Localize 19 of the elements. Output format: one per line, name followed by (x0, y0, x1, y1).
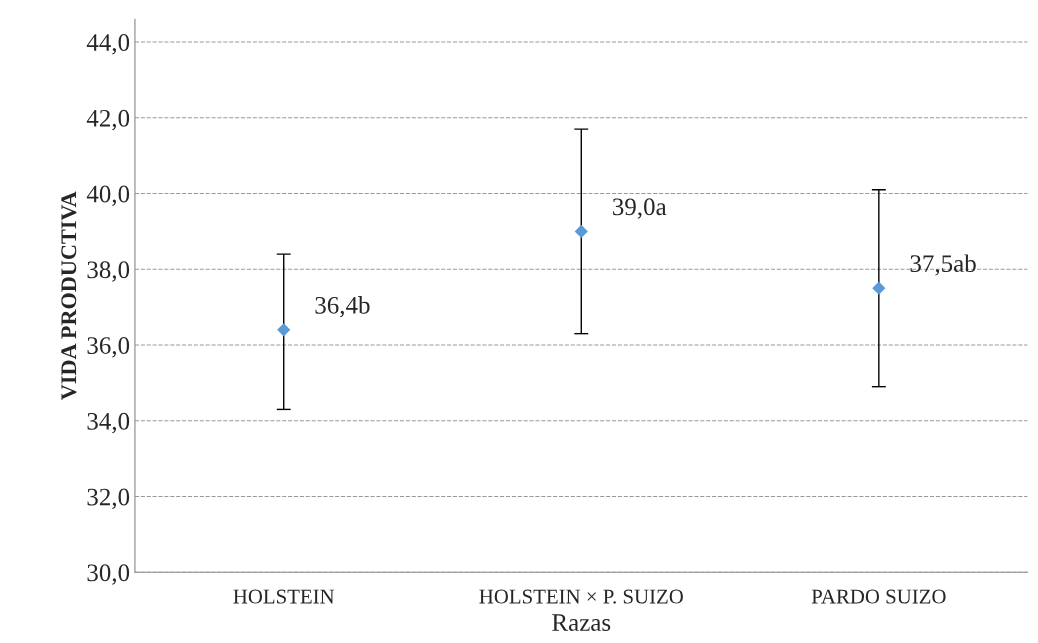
x-tick-label: PARDO SUIZO (811, 589, 946, 604)
data-label: 36,4b (315, 296, 370, 318)
y-axis-title: VIDA PRODUCTIVA (61, 191, 77, 400)
point (277, 323, 291, 337)
y-tick-label: 30,0 (87, 564, 130, 585)
y-tick-label: 36,0 (87, 337, 130, 358)
point (872, 281, 886, 295)
y-tick-label: 44,0 (86, 34, 130, 55)
y-tick-label: 38,0 (87, 261, 130, 282)
data-label: 39,0a (613, 198, 667, 219)
y-tick-label: 32,0 (87, 488, 130, 510)
y-tick-label: 40,0 (86, 185, 130, 207)
y-tick-label: 34,0 (87, 412, 130, 434)
point (574, 224, 588, 238)
y-tick-label: 42,0 (86, 109, 130, 131)
x-axis-title: Razas (552, 614, 611, 631)
x-tick-label: HOLSTEIN × P. SUIZO (479, 589, 683, 604)
data-label: 37,5ab (910, 254, 976, 276)
x-tick-label: HOLSTEIN (233, 589, 335, 604)
